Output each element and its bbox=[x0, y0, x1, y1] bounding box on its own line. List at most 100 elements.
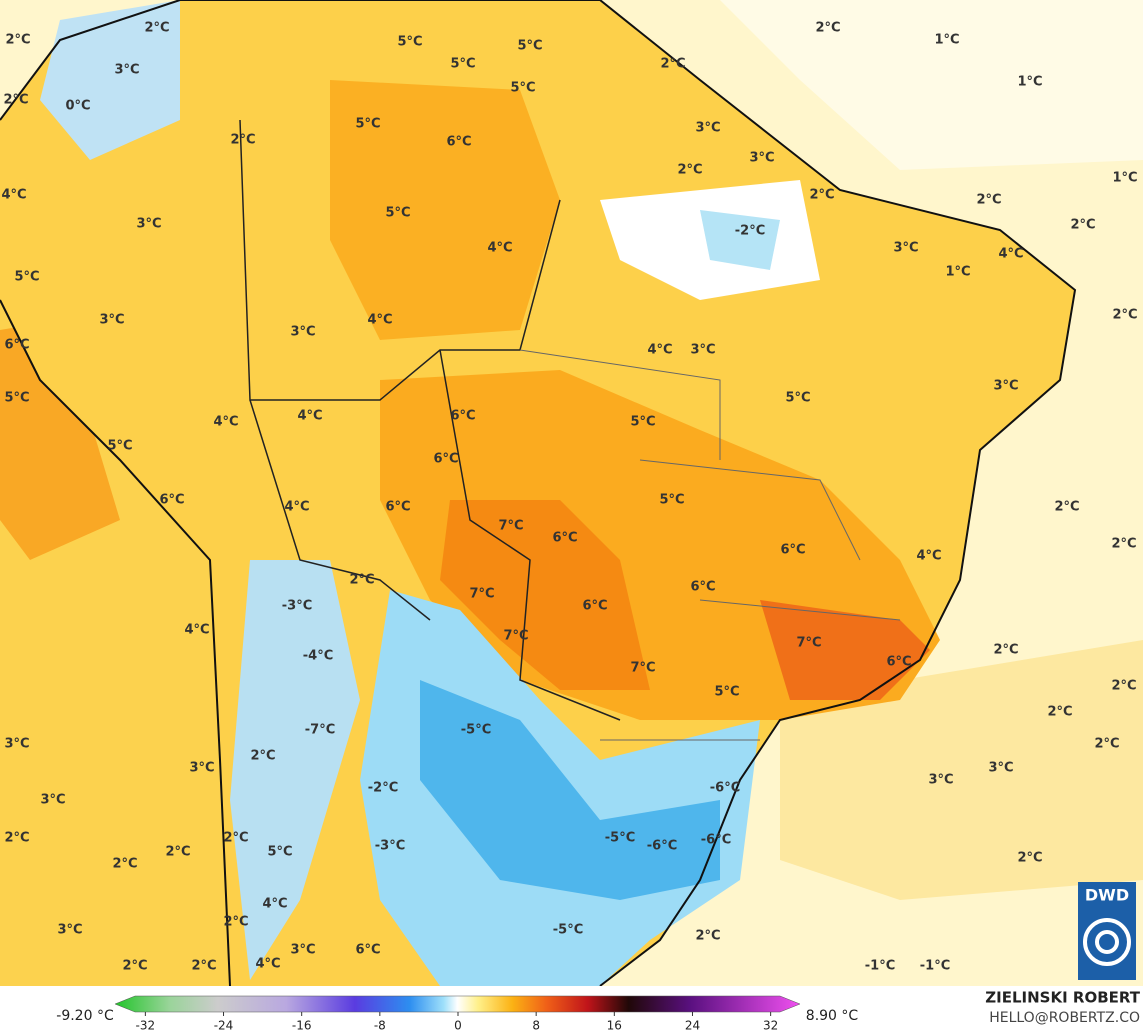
colorbar-tick-label: -8 bbox=[374, 1019, 386, 1033]
temperature-label: 3°C bbox=[749, 151, 774, 166]
colorbar-tick-label: 24 bbox=[685, 1019, 700, 1033]
temperature-label: 2°C bbox=[815, 21, 840, 36]
temperature-label: 2°C bbox=[695, 929, 720, 944]
temperature-label: 3°C bbox=[988, 761, 1013, 776]
temperature-label: 2°C bbox=[660, 57, 685, 72]
temperature-label: 5°C bbox=[510, 81, 535, 96]
temperature-label: 4°C bbox=[487, 241, 512, 256]
temperature-label: -5°C bbox=[605, 831, 635, 846]
colorbar-min: -9.20 °C bbox=[56, 1008, 114, 1024]
temperature-label: 2°C bbox=[3, 93, 28, 108]
temperature-label: -1°C bbox=[865, 959, 895, 974]
temperature-label: 1°C bbox=[934, 33, 959, 48]
temperature-label: 1°C bbox=[945, 265, 970, 280]
colorbar-max: 8.90 °C bbox=[806, 1008, 859, 1024]
temperature-label: 7°C bbox=[498, 519, 523, 534]
temperature-label: 6°C bbox=[159, 493, 184, 508]
temperature-label: 2°C bbox=[1112, 308, 1137, 323]
temperature-label: 2°C bbox=[1111, 537, 1136, 552]
temperature-label: 3°C bbox=[993, 379, 1018, 394]
temperature-label: -3°C bbox=[375, 839, 405, 854]
temperature-labels: 2°C 2°C 3°C 5°C 5°C 5°C 2°C 5°C 2°C 1°C 1°C 2°C 0°C 5… bbox=[1, 21, 1137, 974]
temperature-label: -3°C bbox=[282, 599, 312, 614]
temperature-label: 3°C bbox=[4, 737, 29, 752]
temperature-label: 6°C bbox=[582, 599, 607, 614]
temperature-label: 2°C bbox=[1070, 218, 1095, 233]
temperature-label: 5°C bbox=[107, 439, 132, 454]
temperature-label: 2°C bbox=[122, 959, 147, 974]
temperature-label: 7°C bbox=[630, 661, 655, 676]
colorbar-tick-label: 16 bbox=[607, 1019, 622, 1033]
temperature-label: 1°C bbox=[1017, 75, 1042, 90]
temperature-label: -2°C bbox=[735, 224, 765, 239]
author: ZIELINSKI ROBERT bbox=[985, 989, 1140, 1007]
temperature-label: 2°C bbox=[112, 857, 137, 872]
temperature-label: -4°C bbox=[303, 649, 333, 664]
temperature-label: 5°C bbox=[659, 493, 684, 508]
temperature-label: 2°C bbox=[4, 831, 29, 846]
temperature-label: -6°C bbox=[710, 781, 740, 796]
temperature-label: 6°C bbox=[450, 409, 475, 424]
temperature-label: 5°C bbox=[517, 39, 542, 54]
temperature-label: -5°C bbox=[461, 723, 491, 738]
temperature-label: 2°C bbox=[230, 133, 255, 148]
colorbar-tick-label: -24 bbox=[214, 1019, 234, 1033]
temperature-label: 3°C bbox=[290, 943, 315, 958]
temperature-label: 4°C bbox=[367, 313, 392, 328]
email: HELLO@ROBERTZ.CO bbox=[989, 1010, 1140, 1026]
temperature-label: 6°C bbox=[690, 580, 715, 595]
temperature-label: 5°C bbox=[355, 117, 380, 132]
temperature-label: 6°C bbox=[385, 500, 410, 515]
temperature-label: 3°C bbox=[189, 761, 214, 776]
temperature-label: 2°C bbox=[976, 193, 1001, 208]
logo-swirl bbox=[1095, 930, 1119, 954]
temperature-label: 6°C bbox=[780, 543, 805, 558]
temperature-label: 3°C bbox=[99, 313, 124, 328]
logo-swirl bbox=[1083, 918, 1131, 966]
temperature-label: 5°C bbox=[714, 685, 739, 700]
temperature-label: 2°C bbox=[993, 643, 1018, 658]
temperature-label: 4°C bbox=[1, 188, 26, 203]
temperature-label: 2°C bbox=[1054, 500, 1079, 515]
temperature-label: 5°C bbox=[630, 415, 655, 430]
logo-text: DWD bbox=[1085, 886, 1129, 905]
temperature-label: 2°C bbox=[349, 573, 374, 588]
temperature-label: 4°C bbox=[262, 897, 287, 912]
temperature-label: 2°C bbox=[191, 959, 216, 974]
temperature-label: 2°C bbox=[165, 845, 190, 860]
temperature-label: 7°C bbox=[469, 587, 494, 602]
temperature-label: 5°C bbox=[4, 391, 29, 406]
colorbar-ticks: -32 -24 -16 -8 0 8 16 24 32 bbox=[136, 1012, 778, 1033]
temperature-label: 2°C bbox=[677, 163, 702, 178]
temperature-label: 5°C bbox=[14, 270, 39, 285]
temperature-label: 6°C bbox=[4, 338, 29, 353]
temperature-label: 5°C bbox=[785, 391, 810, 406]
temperature-label: 5°C bbox=[397, 35, 422, 50]
temperature-label: 3°C bbox=[893, 241, 918, 256]
temperature-label: 2°C bbox=[809, 188, 834, 203]
temperature-label: 3°C bbox=[136, 217, 161, 232]
temperature-label: -5°C bbox=[553, 923, 583, 938]
temperature-label: 4°C bbox=[184, 623, 209, 638]
temperature-label: 2°C bbox=[1017, 851, 1042, 866]
temperature-label: -2°C bbox=[368, 781, 398, 796]
temperature-label: -6°C bbox=[701, 833, 731, 848]
temperature-label: 4°C bbox=[255, 957, 280, 972]
temperature-label: 4°C bbox=[213, 415, 238, 430]
temperature-label: 6°C bbox=[446, 135, 471, 150]
temperature-label: 5°C bbox=[385, 206, 410, 221]
temperature-label: 3°C bbox=[57, 923, 82, 938]
temperature-label: 3°C bbox=[290, 325, 315, 340]
colorbar-tick-label: -16 bbox=[292, 1019, 312, 1033]
temperature-label: 2°C bbox=[250, 749, 275, 764]
colorbar bbox=[114, 995, 801, 1013]
colorbar-tick-label: 0 bbox=[454, 1019, 462, 1033]
temperature-label: -6°C bbox=[647, 839, 677, 854]
temperature-label: 0°C bbox=[65, 99, 90, 114]
temperature-label: 4°C bbox=[998, 247, 1023, 262]
temperature-label: -1°C bbox=[920, 959, 950, 974]
temperature-label: 2°C bbox=[144, 21, 169, 36]
temperature-label: 3°C bbox=[40, 793, 65, 808]
temperature-label: 5°C bbox=[267, 845, 292, 860]
